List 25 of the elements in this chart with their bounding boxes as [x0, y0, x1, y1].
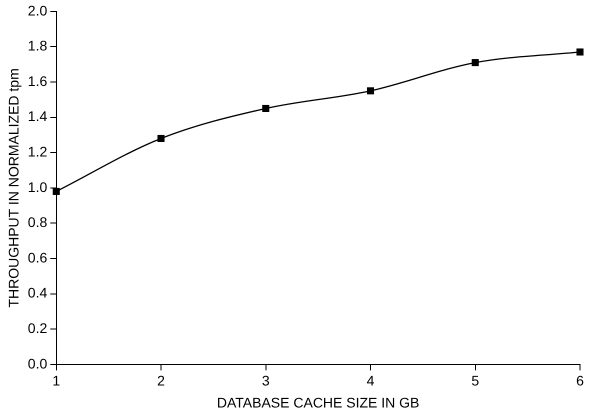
y-tick-label: 0.6 — [28, 249, 48, 266]
point — [52, 188, 60, 195]
y-tick-label: 1.0 — [28, 178, 48, 195]
point — [366, 87, 374, 94]
y-axis-title: THROUGHPUT IN NORMALIZED tpm — [5, 68, 22, 308]
y-tick-label: 1.8 — [28, 38, 48, 54]
y-tick-label: 1.6 — [28, 72, 48, 89]
y-tick-label: 1.2 — [28, 143, 48, 160]
x-tick-label: 6 — [576, 372, 584, 389]
y-tick-label: 0.0 — [28, 355, 48, 372]
y-tick-label: 2.0 — [28, 2, 48, 18]
x-tick-label: 1 — [52, 372, 60, 389]
x-tick-label: 2 — [157, 372, 166, 389]
y-tick-label: 1.4 — [28, 108, 48, 124]
point — [472, 59, 479, 66]
y-tick-label: 0.8 — [28, 214, 48, 230]
point — [576, 48, 584, 56]
y-tick-label: 0.2 — [28, 320, 48, 336]
x-tick-label: 5 — [471, 372, 480, 389]
x-axis-title: DATABASE CACHE SIZE IN GB — [216, 394, 420, 410]
point — [262, 104, 270, 112]
x-tick-label: 3 — [262, 372, 270, 389]
x-tick-label: 4 — [366, 372, 375, 389]
y-tick-label: 0.4 — [28, 284, 48, 301]
point — [157, 134, 165, 142]
